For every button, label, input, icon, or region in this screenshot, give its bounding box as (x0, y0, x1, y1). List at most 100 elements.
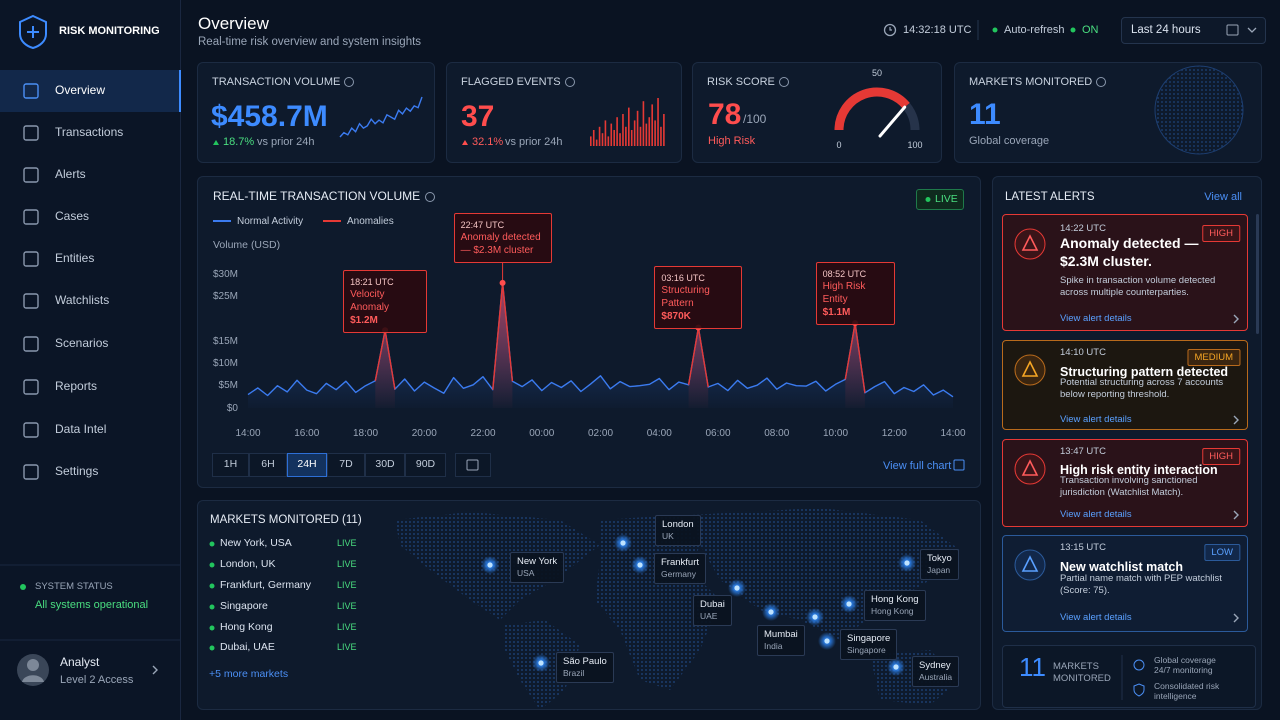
view-all[interactable]: View all (1204, 190, 1242, 203)
range-label[interactable]: 24H (297, 458, 317, 471)
alert-title: New watchlist match (1060, 560, 1183, 574)
alert-description: Spike in transaction volume detected acr… (1060, 275, 1216, 299)
kpi-value: $458.7M (211, 99, 328, 133)
more-markets[interactable]: +5 more markets (209, 668, 289, 681)
auto-refresh-state: ON (1082, 23, 1099, 36)
kpi-value: 78 (708, 97, 742, 131)
nav-item[interactable]: Overview (55, 83, 106, 98)
map-label-country: Brazil (563, 668, 585, 679)
kpi-label: TRANSACTION VOLUME (212, 75, 341, 88)
range-button[interactable] (365, 453, 405, 477)
alert-description: Potential structuring across 7 accounts … (1060, 377, 1224, 401)
chart-link[interactable]: View full chart (883, 459, 952, 472)
range-label[interactable]: 90D (415, 458, 436, 471)
y-tick-label: $0 (226, 402, 238, 414)
alert-title: Anomaly detected — $2.3M cluster. (1060, 235, 1199, 270)
x-tick-label: 10:00 (822, 427, 849, 439)
kpi-change: 18.7% (223, 135, 255, 148)
market-status: LIVE (337, 559, 357, 570)
range-select[interactable]: Last 24 hours (1131, 23, 1201, 36)
summary-intel: Consolidated risk intelligence (1154, 681, 1220, 702)
nav-item[interactable]: Settings (55, 464, 99, 479)
x-tick-label: 04:00 (646, 427, 672, 439)
map-label: Mumbai India (757, 625, 805, 657)
status-label: SYSTEM STATUS (35, 580, 113, 592)
map-label-city: Tokyo (927, 553, 952, 564)
map-label: London UK (655, 515, 701, 547)
nav-item[interactable]: Entities (55, 251, 95, 266)
market-status: LIVE (337, 538, 357, 549)
legend-label: Normal Activity (237, 215, 304, 227)
brand: RISK MONITORING (59, 24, 160, 37)
range-button[interactable] (327, 453, 365, 477)
y-axis-title: Volume (USD) (213, 239, 281, 252)
gauge-tick-label: 50 (871, 68, 883, 79)
range-button[interactable] (287, 453, 327, 477)
x-tick-label: 06:00 (705, 427, 731, 439)
summary-card (1002, 645, 1256, 708)
gauge-tick-label: 100 (907, 140, 923, 151)
alert-link[interactable]: View alert details (1060, 611, 1132, 623)
chart-title: REAL-TIME TRANSACTION VOLUME (213, 189, 421, 204)
summary-coverage: Global coverage 24/7 monitoring (1154, 655, 1216, 676)
nav-item[interactable]: Watchlists (55, 293, 110, 308)
annotation-time: 03:16 UTC (661, 273, 705, 283)
market-status: LIVE (337, 622, 357, 633)
risk-level: High Risk (708, 134, 756, 147)
x-tick-label: 02:00 (587, 427, 614, 439)
legend-label: Anomalies (347, 215, 394, 227)
alert-severity: HIGH (1202, 224, 1240, 243)
x-tick-label: 22:00 (470, 427, 496, 439)
nav-item[interactable]: Transactions (55, 125, 124, 140)
market-name: New York, USA (220, 537, 292, 550)
nav-item[interactable]: Scenarios (55, 336, 109, 351)
summary-label: MARKETS MONITORED (1053, 661, 1111, 685)
annotation-box: 18:21 UTC Velocity Anomaly $1.2M (343, 270, 428, 334)
x-tick-label: 16:00 (294, 427, 320, 439)
nav-item[interactable]: Data Intel (55, 422, 107, 437)
map-label: Dubai UAE (693, 595, 732, 627)
range-button[interactable] (212, 453, 249, 477)
nav-item[interactable]: Cases (55, 209, 90, 224)
map-label-country: Hong Kong (871, 606, 914, 617)
kpi-value: 37 (461, 99, 495, 133)
range-label[interactable]: 6H (261, 458, 275, 471)
annotation-title: High Risk Entity (822, 281, 866, 306)
alert-severity: LOW (1204, 543, 1240, 562)
annotation-time: 22:47 UTC (460, 220, 505, 230)
clock-hands (889, 27, 892, 31)
alert-link[interactable]: View alert details (1060, 508, 1132, 520)
calendar-button[interactable] (455, 453, 491, 477)
annotation-title: Anomaly detected — $2.3M cluster (460, 232, 541, 257)
range-label[interactable]: 7D (339, 458, 353, 471)
alert-link[interactable]: View alert details (1060, 413, 1132, 425)
x-tick-label: 14:00 (940, 427, 966, 439)
kpi-note: Global coverage (969, 134, 1050, 147)
kpi-value: 11 (969, 97, 1001, 131)
alert-severity: HIGH (1202, 447, 1240, 466)
status-text: All systems operational (35, 598, 149, 611)
range-label[interactable]: 30D (375, 458, 395, 471)
range-button[interactable] (405, 453, 446, 477)
range-dropdown[interactable] (1121, 17, 1266, 44)
x-tick-label: 12:00 (881, 427, 907, 439)
x-tick-label: 18:00 (352, 427, 379, 439)
nav-item[interactable]: Alerts (55, 167, 86, 182)
live-badge (916, 189, 964, 210)
map-label-country: Australia (919, 672, 953, 683)
alert-title: High risk entity interaction (1060, 463, 1218, 477)
y-tick-label: $10M (212, 357, 238, 369)
market-name: Hong Kong (220, 621, 273, 634)
x-tick-label: 00:00 (529, 427, 555, 439)
alert-link[interactable]: View alert details (1060, 312, 1132, 324)
alert-title: Structuring pattern detected (1060, 365, 1229, 379)
range-label[interactable]: 1H (223, 458, 238, 471)
gauge-tick-label: 0 (836, 140, 842, 151)
kpi-scale: /100 (743, 112, 767, 127)
map-label-city: Singapore (847, 633, 891, 644)
nav-item[interactable]: Reports (55, 379, 98, 394)
annotation-box: 08:52 UTC High Risk Entity $1.1M (815, 262, 895, 326)
range-button[interactable] (249, 453, 287, 477)
market-status: LIVE (337, 601, 357, 612)
